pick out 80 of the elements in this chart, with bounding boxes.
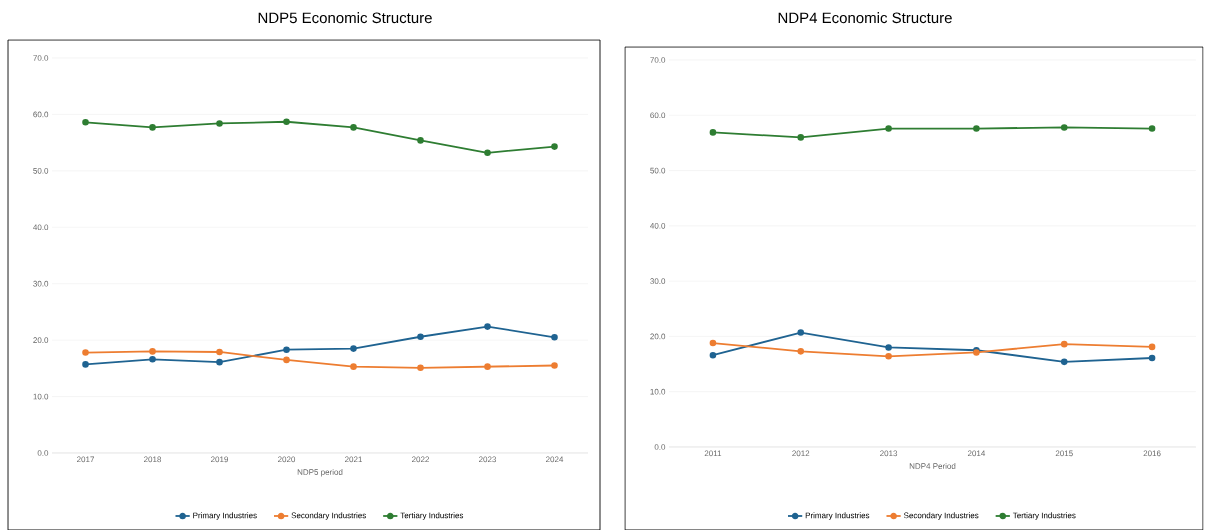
- point: [797, 329, 805, 336]
- point: [283, 118, 290, 126]
- point: [709, 351, 717, 359]
- x-tick-label: 2012: [792, 450, 810, 457]
- y-tick-label: 50.0: [650, 167, 666, 174]
- x-axis-title: NDP4 Period: [909, 463, 956, 469]
- point: [885, 344, 892, 351]
- point: [1148, 343, 1156, 351]
- x-tick-label: 2020: [278, 456, 296, 463]
- point: [484, 363, 491, 370]
- y-tick-label: 40.0: [650, 223, 666, 229]
- point: [417, 137, 424, 144]
- point: [1060, 340, 1068, 348]
- point: [551, 362, 558, 369]
- point: [82, 119, 89, 126]
- point: [551, 334, 558, 341]
- point: [885, 125, 892, 132]
- y-tick-label: 0.0: [654, 444, 666, 450]
- x-tick-label: 2014: [967, 450, 986, 457]
- x-tick-label: 2023: [479, 456, 497, 463]
- point: [973, 125, 980, 132]
- y-tick-label: 70.0: [650, 57, 666, 63]
- y-tick-label: 20.0: [33, 337, 49, 343]
- point: [149, 356, 156, 363]
- point: [1148, 354, 1156, 362]
- point: [216, 348, 223, 356]
- y-tick-label: 0.0: [37, 450, 49, 456]
- point: [417, 333, 424, 341]
- point: [283, 346, 290, 354]
- point: [709, 339, 717, 347]
- point: [350, 345, 357, 352]
- point: [82, 361, 89, 368]
- point: [350, 363, 357, 370]
- x-tick-label: 2013: [880, 450, 898, 457]
- point: [417, 364, 424, 372]
- x-tick-label: 2017: [77, 456, 95, 463]
- x-axis-title: NDP5 period: [297, 469, 343, 477]
- chart-title: NDP5 Economic Structure: [258, 12, 432, 24]
- point: [350, 124, 357, 131]
- legend-label: Tertiary Industries: [1012, 512, 1076, 520]
- point: [709, 129, 717, 136]
- x-tick-label: 2021: [345, 456, 363, 463]
- x-tick-label: 2022: [412, 456, 429, 463]
- y-tick-label: 60.0: [650, 112, 666, 119]
- point: [885, 353, 892, 360]
- point: [797, 348, 805, 355]
- point: [216, 120, 223, 127]
- chart-title: NDP4 Economic Structure: [778, 12, 952, 24]
- y-tick-label: 10.0: [650, 388, 666, 395]
- y-tick-label: 30.0: [33, 280, 49, 287]
- point: [1060, 124, 1068, 131]
- x-tick-label: 2019: [211, 456, 229, 463]
- y-tick-label: 50.0: [33, 168, 49, 174]
- point: [149, 124, 156, 131]
- point: [1060, 358, 1068, 366]
- point: [797, 134, 805, 141]
- legend-label: Primary Industries: [193, 512, 257, 520]
- x-tick-label: 2016: [1143, 450, 1161, 457]
- legend-label: Secondary Industries: [291, 512, 366, 520]
- y-tick-label: 30.0: [650, 278, 666, 284]
- y-tick-label: 40.0: [33, 224, 49, 231]
- legend-label: Primary Industries: [805, 512, 870, 520]
- x-tick-label: 2018: [144, 456, 162, 463]
- legend-label: Tertiary Industries: [400, 512, 464, 520]
- point: [484, 323, 491, 330]
- x-tick-label: 2015: [1055, 450, 1073, 457]
- y-tick-label: 20.0: [650, 333, 666, 340]
- y-tick-label: 60.0: [33, 111, 49, 118]
- y-tick-label: 70.0: [33, 55, 49, 61]
- point: [149, 348, 156, 355]
- point: [216, 358, 223, 366]
- y-tick-label: 10.0: [33, 393, 49, 400]
- x-tick-label: 2024: [546, 456, 564, 463]
- legend-label: Secondary Industries: [903, 512, 979, 520]
- point: [283, 356, 290, 364]
- point: [484, 149, 491, 157]
- point: [1148, 125, 1156, 132]
- x-tick-label: 2011: [704, 450, 722, 457]
- point: [551, 143, 558, 150]
- point: [82, 349, 89, 356]
